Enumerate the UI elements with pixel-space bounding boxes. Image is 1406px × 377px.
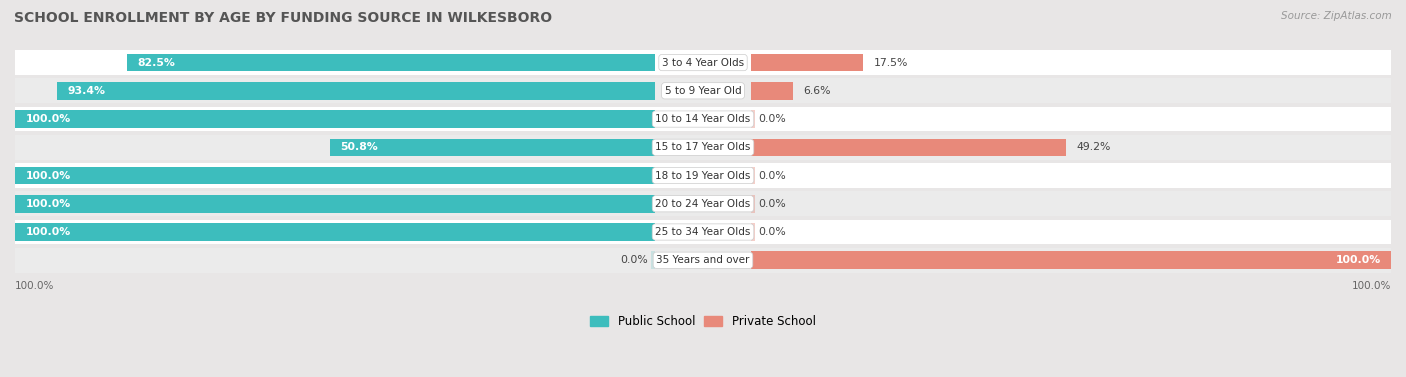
Text: 0.0%: 0.0% bbox=[758, 114, 786, 124]
Text: 93.4%: 93.4% bbox=[67, 86, 105, 96]
Text: 6.6%: 6.6% bbox=[804, 86, 831, 96]
Bar bbox=[751, 223, 755, 241]
Bar bbox=[15, 50, 1391, 75]
Text: 100.0%: 100.0% bbox=[25, 170, 70, 181]
Legend: Public School, Private School: Public School, Private School bbox=[591, 315, 815, 328]
Bar bbox=[15, 107, 1391, 132]
Bar bbox=[751, 195, 755, 213]
Text: 17.5%: 17.5% bbox=[873, 58, 908, 67]
Text: 25 to 34 Year Olds: 25 to 34 Year Olds bbox=[655, 227, 751, 237]
Bar bbox=[127, 54, 655, 71]
Text: SCHOOL ENROLLMENT BY AGE BY FUNDING SOURCE IN WILKESBORO: SCHOOL ENROLLMENT BY AGE BY FUNDING SOUR… bbox=[14, 11, 553, 25]
Bar bbox=[15, 219, 1391, 244]
Bar bbox=[15, 167, 655, 184]
Bar bbox=[15, 78, 1391, 103]
Bar bbox=[751, 110, 755, 128]
Text: 0.0%: 0.0% bbox=[758, 170, 786, 181]
Text: 100.0%: 100.0% bbox=[15, 280, 55, 291]
Text: 10 to 14 Year Olds: 10 to 14 Year Olds bbox=[655, 114, 751, 124]
Bar bbox=[751, 82, 793, 100]
Bar bbox=[15, 135, 1391, 160]
Text: 0.0%: 0.0% bbox=[758, 227, 786, 237]
Bar bbox=[15, 195, 655, 213]
Text: 18 to 19 Year Olds: 18 to 19 Year Olds bbox=[655, 170, 751, 181]
Bar bbox=[751, 251, 1391, 269]
Bar bbox=[15, 110, 655, 128]
Text: 50.8%: 50.8% bbox=[340, 142, 378, 152]
Text: 100.0%: 100.0% bbox=[25, 199, 70, 209]
Bar bbox=[751, 167, 755, 184]
Text: 49.2%: 49.2% bbox=[1076, 142, 1111, 152]
Bar bbox=[15, 163, 1391, 188]
Text: 100.0%: 100.0% bbox=[25, 227, 70, 237]
Bar bbox=[751, 54, 863, 71]
Text: Source: ZipAtlas.com: Source: ZipAtlas.com bbox=[1281, 11, 1392, 21]
Text: 100.0%: 100.0% bbox=[1336, 255, 1381, 265]
Bar bbox=[651, 251, 655, 269]
Bar bbox=[15, 223, 655, 241]
Text: 15 to 17 Year Olds: 15 to 17 Year Olds bbox=[655, 142, 751, 152]
Text: 35 Years and over: 35 Years and over bbox=[657, 255, 749, 265]
Bar bbox=[330, 138, 655, 156]
Text: 100.0%: 100.0% bbox=[25, 114, 70, 124]
Bar bbox=[15, 192, 1391, 216]
Text: 0.0%: 0.0% bbox=[758, 199, 786, 209]
Bar bbox=[58, 82, 655, 100]
Text: 3 to 4 Year Olds: 3 to 4 Year Olds bbox=[662, 58, 744, 67]
Text: 100.0%: 100.0% bbox=[1351, 280, 1391, 291]
Bar bbox=[751, 138, 1066, 156]
Text: 20 to 24 Year Olds: 20 to 24 Year Olds bbox=[655, 199, 751, 209]
Text: 82.5%: 82.5% bbox=[138, 58, 176, 67]
Text: 5 to 9 Year Old: 5 to 9 Year Old bbox=[665, 86, 741, 96]
Text: 0.0%: 0.0% bbox=[620, 255, 648, 265]
Bar bbox=[15, 248, 1391, 273]
